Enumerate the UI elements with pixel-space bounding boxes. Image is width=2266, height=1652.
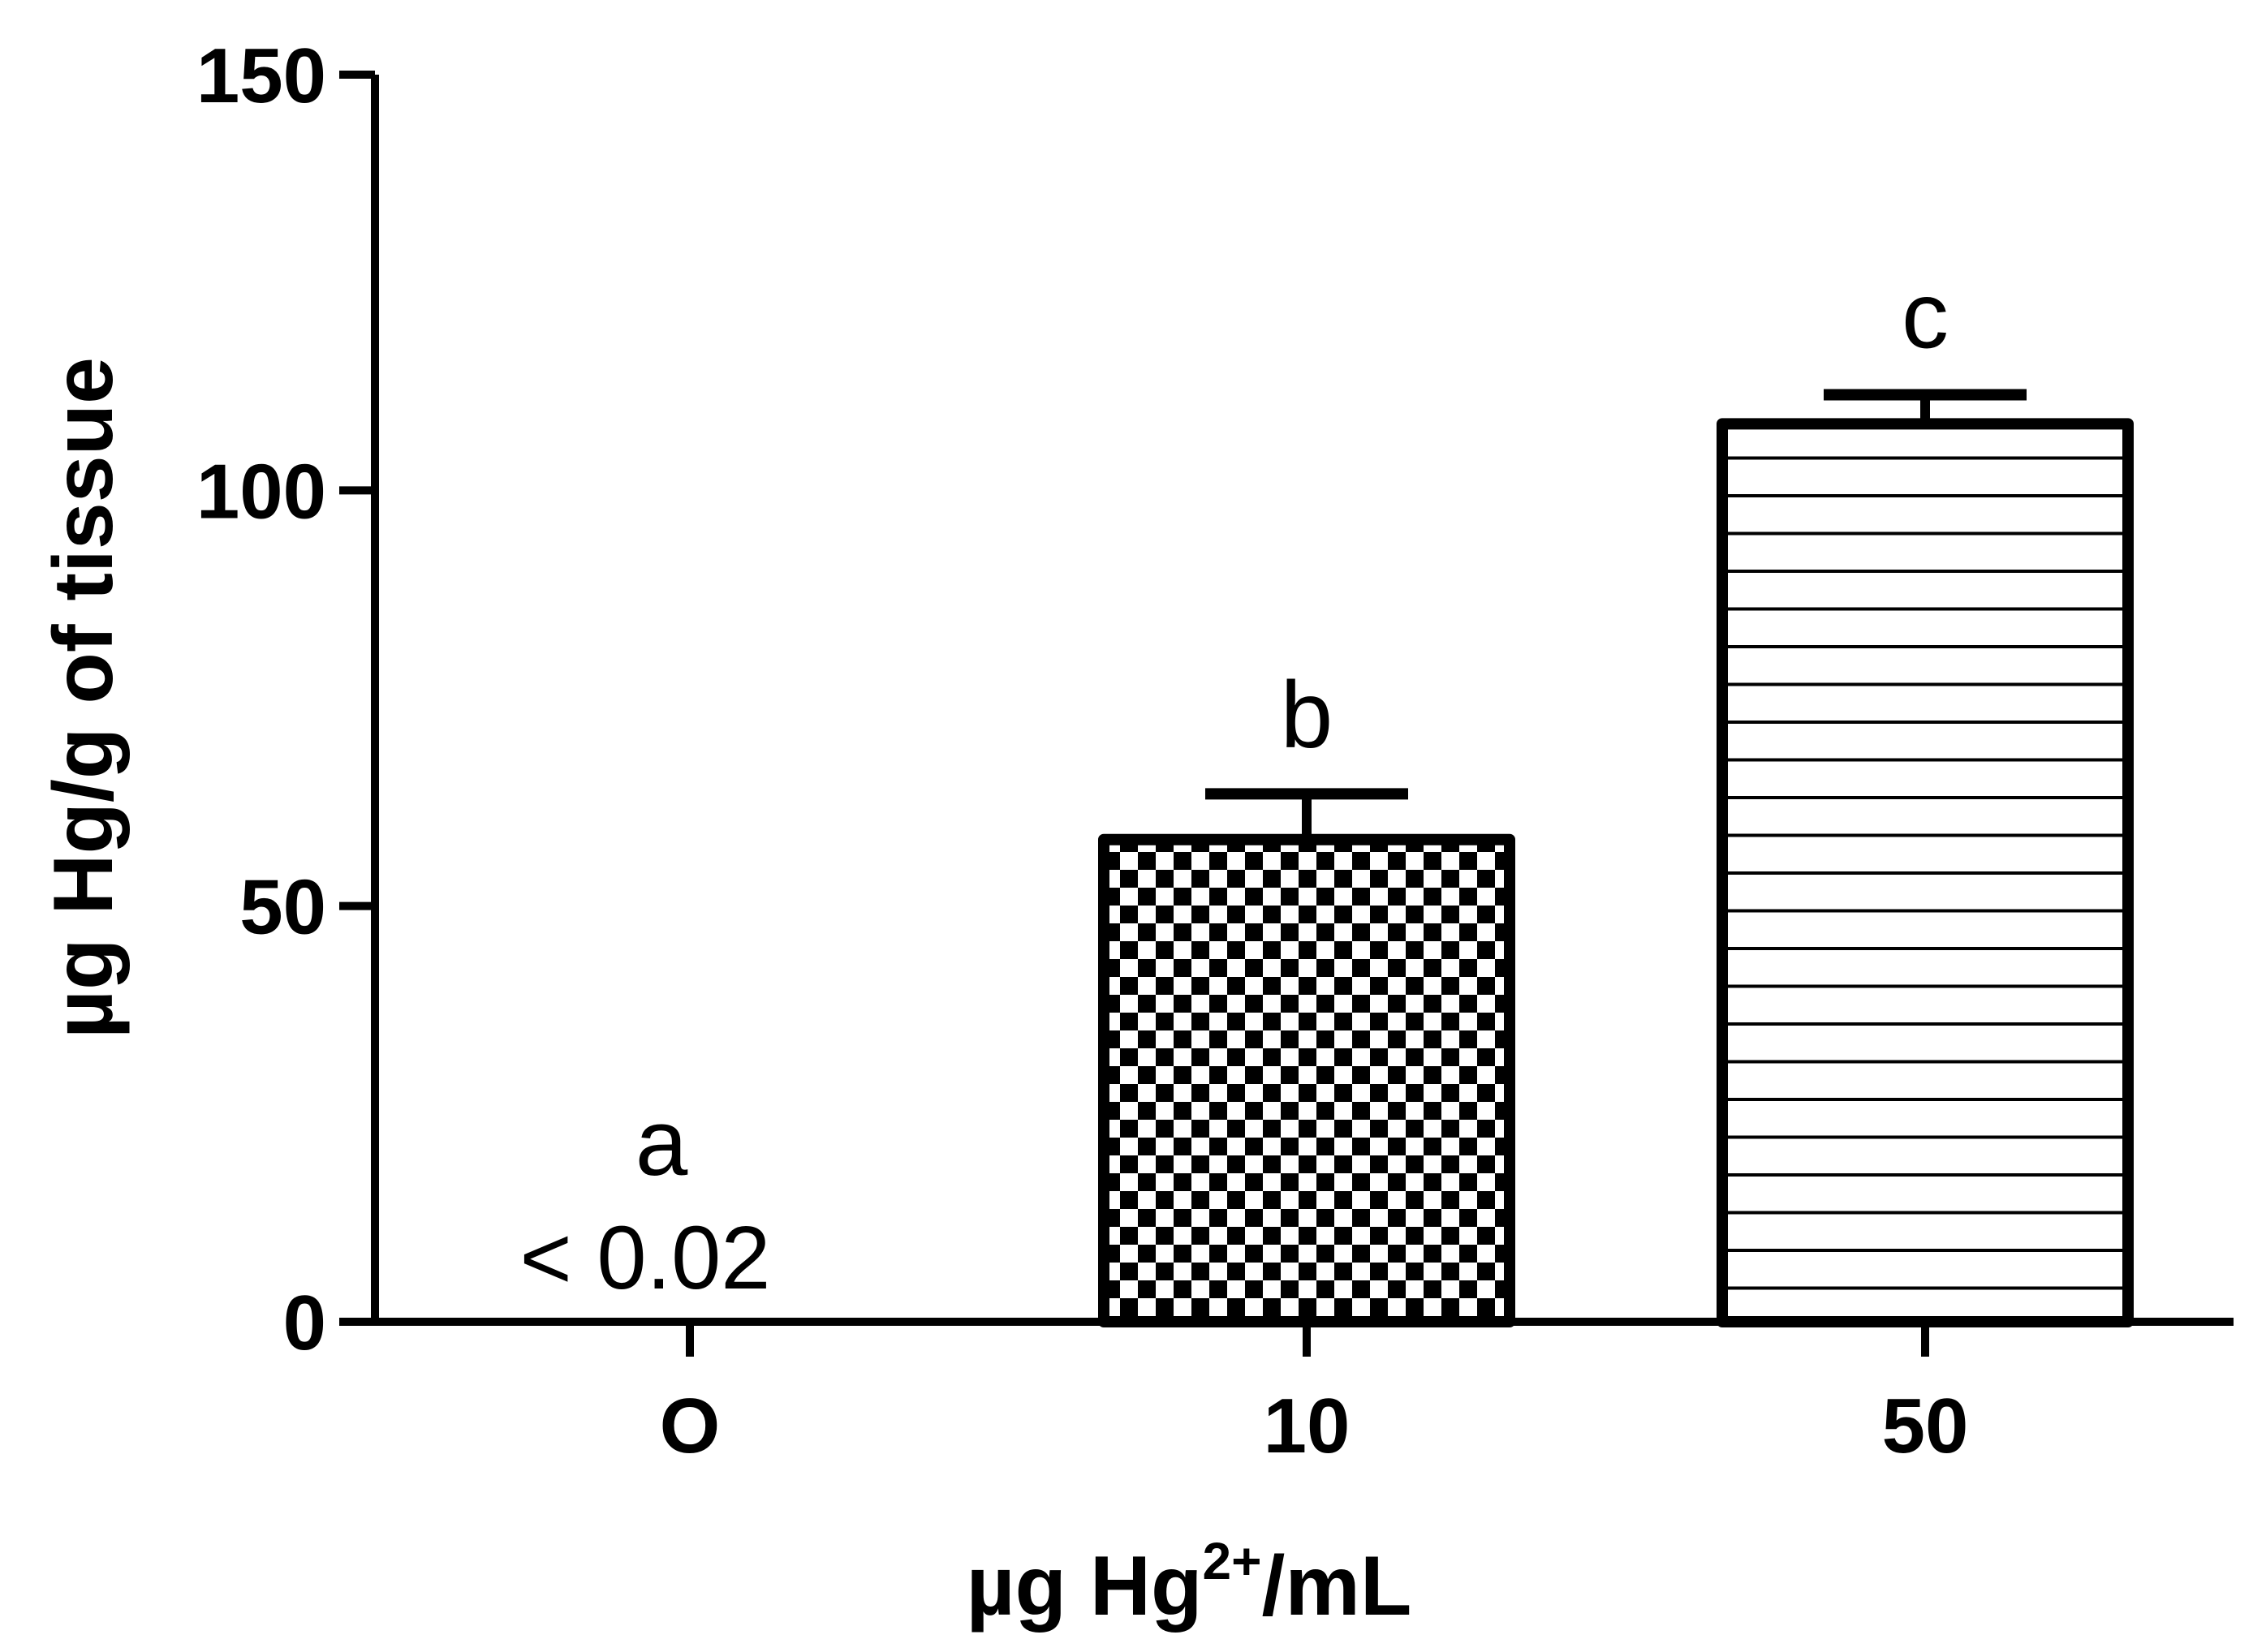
y-axis-ticks: 0 50 100 150: [196, 32, 375, 1366]
significance-letters: a b c: [635, 262, 1949, 1195]
x-axis-label-suffix: /mL: [1262, 1539, 1412, 1633]
significance-letter-a: a: [635, 1090, 688, 1195]
x-axis-label: µg Hg2+/mL: [967, 1532, 1412, 1633]
value-annotation: < 0.02: [520, 1208, 771, 1308]
bar-50: [1717, 418, 2134, 1327]
y-tick-label: 100: [196, 448, 326, 535]
bar-10: [1098, 833, 1515, 1327]
x-tick-label: 50: [1882, 1383, 1969, 1469]
bars: [1098, 418, 2134, 1327]
y-tick-label: 50: [239, 864, 326, 951]
y-axis-label: µg Hg/g of tissue: [37, 357, 131, 1039]
x-axis-ticks: O 10 50: [660, 1322, 1969, 1469]
x-axis-label-superscript: 2+: [1203, 1532, 1262, 1590]
annotations: < 0.02: [520, 1208, 771, 1308]
significance-letter-c: c: [1902, 262, 1949, 368]
x-tick-label: O: [660, 1383, 721, 1469]
error-bars: [1205, 389, 2027, 840]
y-tick-label: 0: [283, 1280, 326, 1366]
x-axis-label-main: µg Hg: [967, 1539, 1203, 1633]
x-tick-label: 10: [1264, 1383, 1351, 1469]
y-tick-label: 150: [196, 32, 326, 119]
significance-letter-b: b: [1281, 661, 1333, 767]
